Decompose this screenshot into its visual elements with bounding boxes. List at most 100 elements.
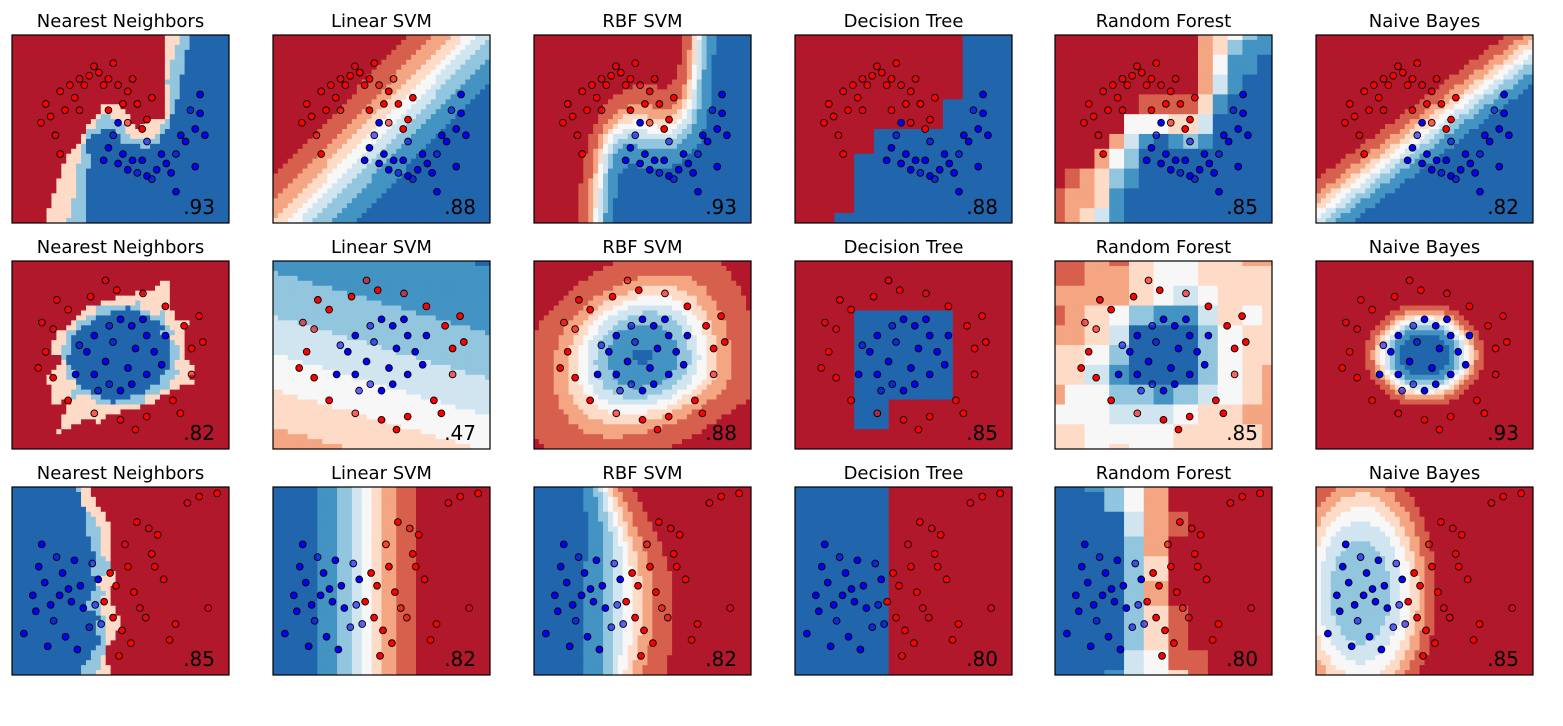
red-class-point bbox=[915, 518, 924, 526]
blue-class-point bbox=[553, 607, 562, 616]
blue-class-point bbox=[906, 165, 915, 174]
red-class-point bbox=[171, 620, 180, 628]
red-class-point bbox=[1448, 524, 1457, 533]
blue-class-point bbox=[1074, 607, 1083, 616]
red-class-point bbox=[1178, 604, 1187, 612]
red-class-point bbox=[847, 305, 855, 314]
red-class-point bbox=[641, 100, 649, 108]
blue-class-point bbox=[979, 109, 987, 118]
red-class-point bbox=[64, 396, 72, 405]
red-class-point bbox=[104, 106, 113, 115]
blue-class-point bbox=[422, 331, 431, 340]
red-class-point bbox=[394, 518, 402, 526]
red-class-point bbox=[922, 289, 930, 298]
red-class-point bbox=[1182, 289, 1190, 298]
blue-class-point bbox=[64, 585, 73, 593]
blue-class-point bbox=[1432, 156, 1441, 165]
red-class-point bbox=[131, 425, 140, 434]
red-class-point bbox=[1422, 626, 1430, 635]
red-class-point bbox=[1113, 93, 1122, 102]
red-class-point bbox=[123, 87, 132, 96]
scatter-points bbox=[556, 276, 729, 434]
blue-class-point bbox=[583, 632, 592, 641]
blue-class-point bbox=[295, 562, 304, 571]
red-class-point bbox=[135, 604, 144, 612]
red-class-point bbox=[176, 409, 185, 418]
red-class-point bbox=[634, 581, 642, 590]
blue-class-point bbox=[1394, 331, 1403, 340]
red-class-point bbox=[1374, 93, 1383, 102]
red-class-point bbox=[556, 364, 565, 372]
red-class-point bbox=[1427, 87, 1436, 96]
red-class-point bbox=[379, 626, 387, 635]
red-class-point bbox=[1147, 75, 1156, 83]
blue-class-point bbox=[1446, 331, 1455, 340]
red-class-point bbox=[1499, 312, 1507, 320]
red-class-point bbox=[898, 652, 906, 660]
blue-class-point bbox=[612, 331, 621, 340]
blue-class-point bbox=[911, 156, 920, 165]
red-class-point bbox=[571, 325, 580, 333]
red-class-point bbox=[109, 613, 117, 622]
blue-class-point bbox=[281, 629, 289, 638]
accuracy-score-label: .80 bbox=[966, 647, 998, 671]
subplot-title: Nearest Neighbors bbox=[37, 237, 204, 258]
blue-class-point bbox=[362, 357, 371, 366]
red-class-point bbox=[1247, 604, 1256, 612]
red-class-point bbox=[709, 370, 718, 379]
red-class-point bbox=[100, 597, 109, 606]
red-class-point bbox=[829, 112, 838, 121]
blue-class-point bbox=[28, 591, 37, 600]
blue-class-point bbox=[358, 620, 367, 628]
red-class-point bbox=[646, 562, 654, 571]
axes-frame bbox=[1054, 34, 1273, 224]
red-class-point bbox=[116, 415, 125, 424]
blue-class-point bbox=[1420, 315, 1429, 324]
decision-surface bbox=[1055, 261, 1272, 449]
subplot-2-2: RBF SVM .82 bbox=[533, 463, 752, 676]
red-class-point bbox=[124, 562, 132, 571]
blue-class-point bbox=[1431, 321, 1440, 330]
red-class-point bbox=[873, 409, 882, 418]
red-class-point bbox=[347, 292, 356, 301]
blue-class-point bbox=[930, 175, 939, 183]
red-class-point bbox=[414, 530, 423, 539]
blue-class-point bbox=[172, 150, 180, 158]
blue-class-point bbox=[43, 642, 52, 651]
blue-class-point bbox=[902, 150, 910, 158]
blue-class-point bbox=[1193, 347, 1202, 356]
blue-class-point bbox=[1152, 338, 1160, 346]
red-class-point bbox=[317, 87, 326, 96]
red-class-point bbox=[638, 415, 647, 424]
red-class-point bbox=[302, 347, 311, 356]
subplot-0-3: Decision Tree .88 bbox=[794, 11, 1013, 224]
blue-class-point bbox=[1403, 156, 1412, 165]
red-class-point bbox=[1431, 639, 1439, 647]
blue-class-point bbox=[616, 575, 625, 584]
red-class-point bbox=[849, 81, 857, 89]
red-class-point bbox=[373, 286, 382, 295]
blue-class-point bbox=[607, 623, 616, 632]
red-class-point bbox=[150, 562, 159, 571]
red-class-point bbox=[426, 636, 435, 644]
blue-class-point bbox=[1152, 131, 1161, 140]
red-class-point bbox=[869, 292, 878, 301]
red-class-point bbox=[1162, 100, 1170, 108]
blue-class-point bbox=[627, 321, 636, 330]
red-class-point bbox=[693, 620, 702, 628]
blue-class-point bbox=[854, 370, 863, 379]
red-class-point bbox=[114, 81, 122, 89]
red-class-point bbox=[1403, 81, 1412, 89]
red-class-point bbox=[672, 562, 681, 571]
blue-class-point bbox=[1465, 331, 1474, 340]
blue-class-point bbox=[623, 357, 632, 366]
red-class-point bbox=[691, 396, 699, 405]
blue-class-point bbox=[858, 341, 867, 350]
blue-class-point bbox=[888, 380, 897, 389]
red-class-point bbox=[1204, 302, 1213, 311]
subplot-0-2: RBF SVM .93 bbox=[533, 11, 752, 224]
blue-class-point bbox=[679, 360, 688, 369]
subplot-1-1: Linear SVM .47 bbox=[272, 237, 491, 450]
blue-class-point bbox=[1113, 556, 1122, 565]
blue-class-point bbox=[457, 109, 465, 118]
